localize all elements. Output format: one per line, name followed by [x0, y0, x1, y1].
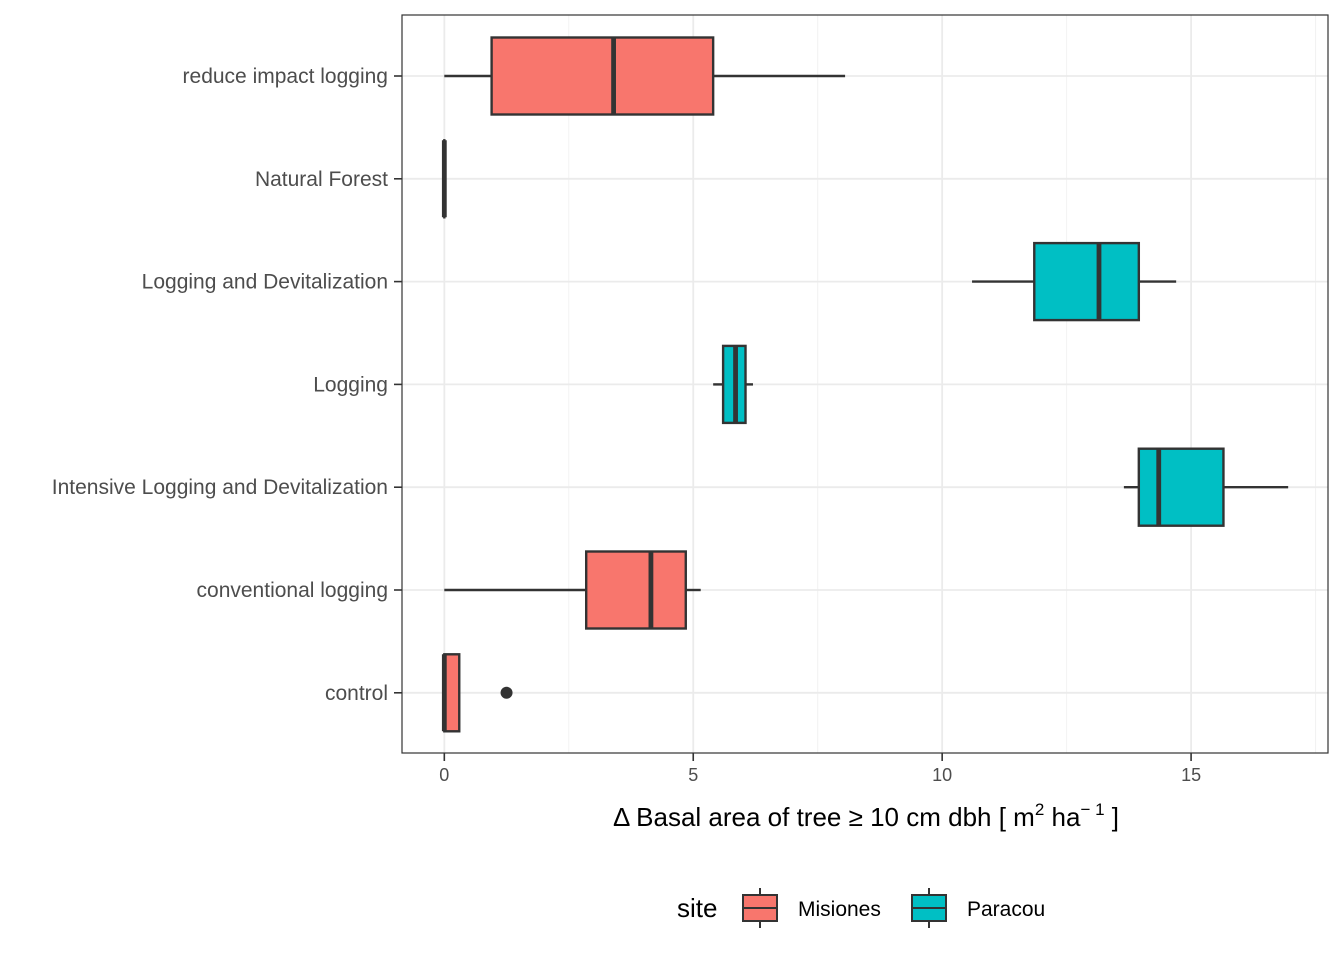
- y-axis: reduce impact logging Natural Forest Loggi…: [52, 65, 402, 705]
- x-tick-label: 15: [1181, 765, 1201, 785]
- x-tick-label: 0: [439, 765, 449, 785]
- y-tick-label: reduce impact logging: [183, 65, 388, 88]
- box-group: [444, 550, 701, 630]
- box-group: [441, 653, 513, 733]
- legend-label: Paracou: [967, 898, 1045, 921]
- boxes: [441, 36, 1289, 733]
- legend-item: Misiones: [742, 888, 881, 928]
- x-tick-label: 10: [932, 765, 952, 785]
- x-axis: 0 5 10 15: [439, 753, 1201, 785]
- x-axis-title: Δ Basal area of tree ≥ 10 cm dbh [ m2 ha…: [613, 800, 1119, 832]
- legend-title: site: [677, 893, 717, 923]
- outlier-point: [500, 686, 513, 699]
- box: [585, 550, 687, 630]
- y-tick-label: conventional logging: [197, 579, 388, 602]
- y-tick-label: control: [325, 682, 388, 705]
- y-tick-label: Logging and Devitalization: [142, 271, 388, 294]
- y-tick-label: Logging: [313, 373, 388, 396]
- legend-label: Misiones: [798, 898, 881, 921]
- box-group: [444, 36, 846, 116]
- legend-item: Paracou: [911, 888, 1045, 928]
- box-group: [972, 241, 1177, 322]
- x-tick-label: 5: [688, 765, 698, 785]
- y-tick-label: Intensive Logging and Devitalization: [52, 476, 388, 499]
- box-group: [1123, 447, 1289, 527]
- box: [1137, 447, 1225, 527]
- legend: site Misiones Paracou: [677, 888, 1045, 928]
- box-group: [713, 344, 753, 425]
- box: [1033, 241, 1141, 322]
- box: [490, 36, 715, 116]
- y-tick-label: Natural Forest: [255, 168, 388, 191]
